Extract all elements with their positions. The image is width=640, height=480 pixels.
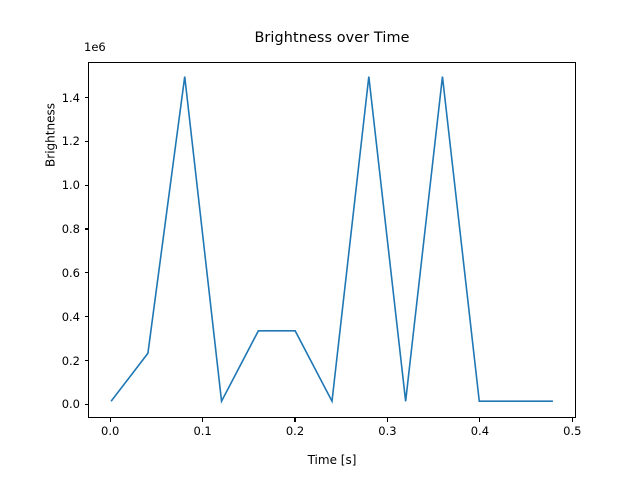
y-tick-mark — [84, 184, 88, 186]
x-tick-label: 0.2 — [285, 424, 305, 438]
x-tick-mark — [109, 418, 111, 422]
x-tick-mark — [479, 418, 481, 422]
chart-title: Brightness over Time — [254, 30, 410, 46]
y-tick-label: 0.6 — [61, 265, 80, 280]
y-tick-mark — [84, 140, 88, 142]
y-tick-label: 0.0 — [61, 397, 80, 412]
y-tick-label: 0.2 — [61, 353, 80, 368]
x-tick-label: 0.4 — [470, 424, 490, 438]
y-tick-mark — [84, 403, 88, 405]
x-tick-label: 0.1 — [193, 424, 212, 438]
y-tick-mark — [84, 359, 88, 362]
plot-area — [88, 62, 576, 418]
y-tick-mark — [84, 316, 88, 318]
y-tick-label: 1.2 — [61, 134, 80, 149]
x-tick-mark — [294, 418, 296, 422]
y-axis-offset-text: 1e6 — [84, 40, 106, 54]
x-tick-label: 0.3 — [378, 424, 397, 438]
x-tick-label: 0.5 — [563, 424, 582, 438]
y-tick-mark — [84, 228, 88, 230]
x-tick-label: 0.0 — [101, 424, 120, 438]
y-tick-label: 1.0 — [61, 178, 80, 193]
y-tick-mark — [84, 272, 88, 274]
y-tick-label: 0.4 — [61, 309, 80, 324]
y-tick-mark — [84, 97, 88, 99]
x-tick-mark — [571, 418, 573, 422]
x-axis-label: Time [s] — [307, 453, 357, 467]
x-tick-mark — [386, 418, 388, 422]
y-tick-label: 0.8 — [61, 222, 80, 237]
x-tick-mark — [202, 418, 204, 422]
y-tick-label: 1.4 — [61, 90, 80, 105]
brightness-line — [111, 77, 553, 402]
data-line-svg — [89, 63, 575, 417]
